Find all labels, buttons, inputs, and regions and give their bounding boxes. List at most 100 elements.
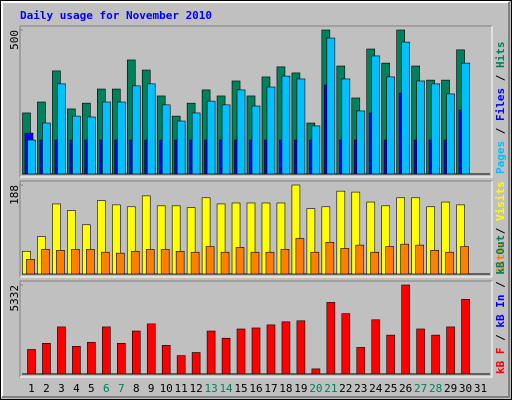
- bar: [190, 251, 200, 275]
- bar: [175, 250, 185, 275]
- bar: [116, 101, 126, 175]
- bar: [191, 112, 201, 175]
- bar: [371, 319, 381, 375]
- bar: [326, 37, 336, 175]
- bar: [191, 352, 201, 375]
- bar: [446, 93, 455, 175]
- chart-title: Daily usage for November 2010: [20, 9, 212, 22]
- bar: [281, 321, 291, 375]
- bar: [130, 250, 140, 275]
- bar: [310, 251, 320, 275]
- bar: [266, 324, 276, 375]
- bar: [385, 246, 395, 275]
- bar: [446, 326, 455, 375]
- legend: Sites / Visits: [494, 181, 507, 274]
- legend-separator: /: [494, 328, 507, 348]
- x-tick-label: 27: [414, 382, 427, 395]
- x-tick-label: 29: [444, 382, 457, 395]
- bar: [102, 326, 111, 375]
- bar: [205, 246, 215, 275]
- bar: [280, 249, 290, 275]
- bar: [355, 244, 365, 275]
- bar: [101, 251, 110, 275]
- legend-entry: kB Out: [494, 235, 507, 275]
- x-tick-label: 31: [474, 382, 487, 395]
- legend-separator: /: [494, 121, 507, 141]
- bar: [87, 341, 96, 375]
- x-tick-label: 28: [429, 382, 442, 395]
- bar: [386, 334, 396, 375]
- bar: [326, 302, 336, 375]
- x-tick-label: 9: [148, 382, 155, 395]
- x-tick-label: 10: [160, 382, 173, 395]
- bar: [251, 105, 261, 175]
- x-tick-label: 3: [58, 382, 65, 395]
- bar: [27, 139, 36, 175]
- bar: [401, 41, 410, 175]
- bar: [146, 323, 156, 375]
- legend-entry: Files: [494, 88, 507, 121]
- x-tick-label: 21: [324, 382, 337, 395]
- bar: [265, 251, 275, 275]
- bar: [42, 122, 51, 175]
- bar: [146, 83, 156, 175]
- bar: [236, 89, 246, 175]
- y-tick-label: 188: [8, 185, 21, 205]
- bar: [206, 330, 216, 375]
- bar: [131, 330, 141, 375]
- bar: [176, 120, 186, 175]
- legend-entry: kB In: [494, 295, 507, 328]
- bar: [281, 75, 291, 175]
- bar: [416, 328, 425, 375]
- bar: [56, 250, 65, 275]
- bar: [102, 101, 111, 175]
- x-tick-label: 11: [175, 382, 188, 395]
- bar: [27, 349, 36, 375]
- bar: [371, 55, 381, 175]
- bar: [430, 250, 439, 275]
- legend: kB F / kB In / kB Out: [494, 235, 507, 374]
- x-tick-label: 1: [28, 382, 35, 395]
- bar: [26, 259, 35, 275]
- bar: [57, 83, 66, 175]
- bar: [221, 337, 231, 375]
- x-tick-label: 17: [264, 382, 277, 395]
- bar: [445, 251, 454, 275]
- bar: [386, 76, 396, 175]
- bar: [236, 328, 246, 375]
- x-tick-label: 12: [190, 382, 203, 395]
- bar: [71, 249, 80, 275]
- legend-separator: /: [494, 68, 507, 88]
- x-tick-label: 6: [103, 382, 110, 395]
- bar: [415, 244, 424, 275]
- bar: [356, 110, 366, 175]
- bar: [370, 251, 380, 275]
- bar: [295, 238, 305, 275]
- panel-bevel: [20, 281, 493, 378]
- bar: [220, 251, 230, 275]
- bar: [72, 115, 81, 175]
- bar: [41, 249, 50, 275]
- x-tick-label: 26: [399, 382, 412, 395]
- bar: [296, 78, 306, 175]
- bar: [145, 249, 155, 275]
- bar: [400, 243, 409, 275]
- legend-entry: kB F: [494, 348, 507, 375]
- x-tick-label: 15: [234, 382, 247, 395]
- bar: [416, 80, 425, 175]
- x-tick-label: 19: [294, 382, 307, 395]
- legend-separator: /: [494, 221, 507, 241]
- y-tick-label: 5332: [8, 285, 21, 312]
- bar: [42, 343, 51, 375]
- bar: [176, 355, 186, 375]
- bar: [341, 78, 351, 175]
- legend: Pages / Files / Hits: [494, 42, 507, 175]
- bar: [296, 320, 306, 375]
- x-tick-label: 13: [204, 382, 217, 395]
- bar: [86, 249, 95, 275]
- bar: [401, 284, 410, 375]
- legend-entry: Visits: [494, 181, 507, 221]
- x-tick-label: 2: [43, 382, 50, 395]
- x-tick-label: 22: [339, 382, 352, 395]
